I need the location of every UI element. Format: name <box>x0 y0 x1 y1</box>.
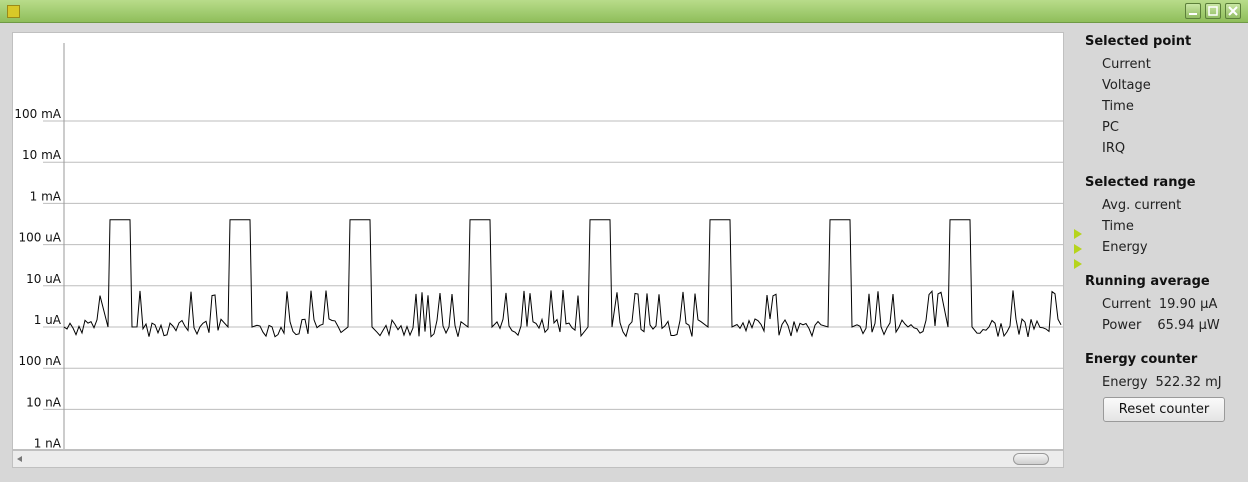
y-tick-label: 1 uA <box>34 313 62 327</box>
y-tick-label: 10 mA <box>22 148 62 162</box>
maximize-icon <box>1208 6 1218 16</box>
selected-range-title: Selected range <box>1085 175 1196 190</box>
scroll-thumb[interactable] <box>1013 453 1049 465</box>
running-average-power-label: Power <box>1102 318 1142 333</box>
running-average-current: Current 19.90 µA <box>1102 297 1217 312</box>
y-tick-label: 1 nA <box>34 437 62 449</box>
title-bar[interactable] <box>0 0 1248 23</box>
y-tick-label: 10 uA <box>26 272 62 286</box>
current-trace <box>63 219 1062 338</box>
selected-point-time: Time <box>1102 99 1134 114</box>
selected-range-time: Time <box>1102 219 1134 234</box>
expand-arrow-icon[interactable] <box>1074 259 1082 269</box>
running-average-current-value: 19.90 µA <box>1158 297 1218 312</box>
energy-counter-energy: Energy 522.32 mJ <box>1102 375 1222 390</box>
minimize-button[interactable] <box>1185 3 1201 19</box>
close-button[interactable] <box>1225 3 1241 19</box>
selected-point-voltage: Voltage <box>1102 78 1151 93</box>
y-tick-label: 100 mA <box>14 107 61 121</box>
running-average-power: Power 65.94 µW <box>1102 318 1220 333</box>
energy-counter-value: 522.32 mJ <box>1155 375 1222 390</box>
y-tick-label: 10 nA <box>26 395 62 409</box>
selected-point-pc: PC <box>1102 120 1119 135</box>
y-tick-label: 100 uA <box>18 231 61 245</box>
scroll-left-arrow-icon[interactable] <box>15 454 25 464</box>
running-average-power-value: 65.94 µW <box>1157 318 1220 333</box>
selected-point-irq: IRQ <box>1102 141 1126 156</box>
running-average-current-label: Current <box>1102 297 1151 312</box>
chart-svg[interactable]: 100 mA 10 mA 1 mA 100 uA 10 uA 1 uA 100 nA 10 n… <box>13 33 1063 449</box>
y-tick-label: 100 nA <box>18 354 61 368</box>
app-icon <box>7 5 20 18</box>
expand-arrow-icon[interactable] <box>1074 244 1082 254</box>
y-tick-label: 1 mA <box>30 189 62 203</box>
selected-point-title: Selected point <box>1085 34 1192 49</box>
energy-counter-title: Energy counter <box>1085 352 1198 367</box>
horizontal-scrollbar[interactable] <box>12 450 1064 468</box>
energy-counter-label: Energy <box>1102 375 1148 390</box>
running-average-title: Running average <box>1085 274 1210 289</box>
selected-point-current: Current <box>1102 57 1151 72</box>
reset-counter-button[interactable]: Reset counter <box>1103 397 1225 422</box>
maximize-button[interactable] <box>1205 3 1221 19</box>
expand-arrow-icon[interactable] <box>1074 229 1082 239</box>
minimize-icon <box>1189 13 1197 15</box>
selected-range-avg-current: Avg. current <box>1102 198 1182 213</box>
selected-range-energy: Energy <box>1102 240 1148 255</box>
close-icon <box>1228 6 1238 16</box>
current-chart[interactable]: 100 mA 10 mA 1 mA 100 uA 10 uA 1 uA 100 nA 10 n… <box>12 32 1064 450</box>
